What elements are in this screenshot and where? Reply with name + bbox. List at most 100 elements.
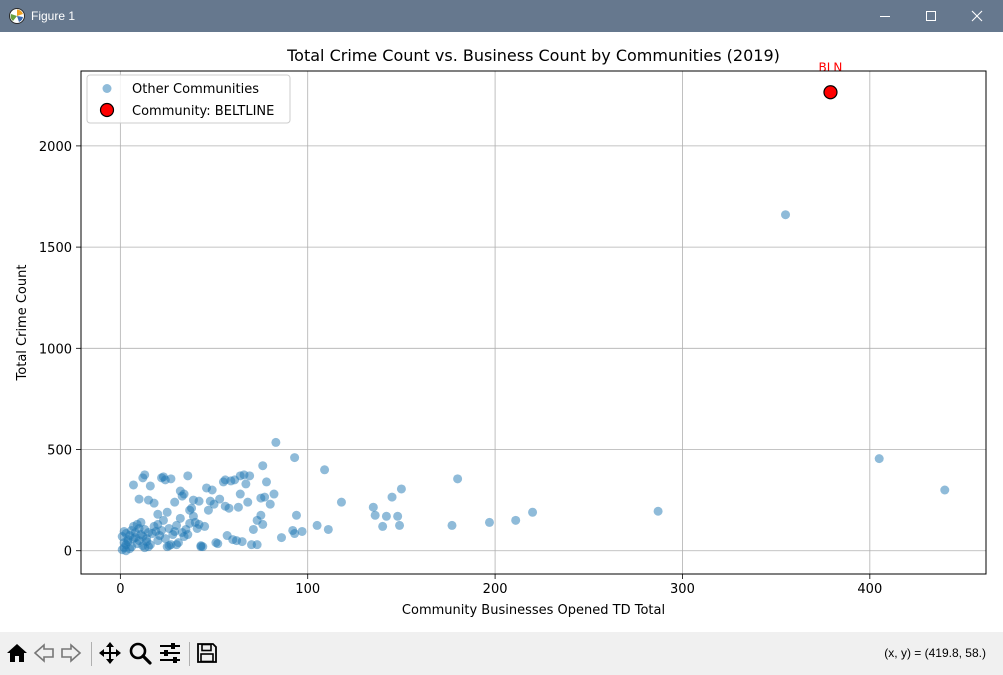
scatter-point bbox=[290, 453, 300, 463]
x-tick-label: 0 bbox=[116, 582, 124, 597]
scatter-point bbox=[179, 489, 189, 499]
scatter-point bbox=[312, 520, 322, 530]
y-tick-label: 0 bbox=[64, 545, 72, 560]
grid bbox=[81, 71, 986, 574]
scatter-point bbox=[162, 507, 172, 517]
maximize-button[interactable] bbox=[908, 0, 954, 32]
scatter-point bbox=[194, 496, 204, 506]
scatter-point bbox=[183, 471, 193, 481]
window-titlebar: Figure 1 bbox=[0, 0, 1003, 32]
legend-label-beltline: Community: BELTLINE bbox=[132, 104, 274, 119]
home-icon bbox=[7, 644, 27, 662]
configure-subplots-icon bbox=[160, 643, 180, 663]
scatter-point bbox=[940, 485, 950, 495]
x-tick-label: 200 bbox=[483, 582, 508, 597]
scatter-point bbox=[396, 484, 406, 494]
scatter-point bbox=[170, 497, 180, 507]
scatter-point bbox=[368, 502, 378, 512]
toolbar-separator bbox=[189, 642, 190, 666]
axis-ticks: 0 100 200 300 400 0 500 1000 1500 2000 bbox=[39, 140, 882, 597]
scatter-point bbox=[258, 461, 268, 471]
scatter-point bbox=[453, 474, 463, 484]
scatter-point bbox=[260, 492, 270, 502]
forward-button[interactable] bbox=[58, 640, 84, 666]
pan-icon bbox=[99, 642, 121, 664]
scatter-point bbox=[381, 511, 391, 521]
home-button[interactable] bbox=[4, 640, 30, 666]
scatter-point bbox=[291, 510, 301, 520]
zoom-button[interactable] bbox=[127, 640, 153, 666]
close-icon bbox=[971, 10, 983, 22]
scatter-point bbox=[213, 539, 223, 549]
y-tick-label: 1500 bbox=[39, 241, 72, 256]
scatter-point bbox=[781, 210, 791, 220]
scatter-point bbox=[172, 540, 182, 550]
scatter-point bbox=[136, 517, 146, 527]
x-tick-label: 400 bbox=[857, 582, 882, 597]
close-button[interactable] bbox=[954, 0, 1000, 32]
minimize-button[interactable] bbox=[862, 0, 908, 32]
scatter-chart: BLN 0 100 200 300 400 0 500 1000 1500 2000 Total … bbox=[15, 46, 987, 618]
forward-icon bbox=[61, 643, 82, 663]
maximize-icon bbox=[926, 11, 936, 21]
scatter-point bbox=[149, 498, 159, 508]
figure-canvas[interactable]: BLN 0 100 200 300 400 0 500 1000 1500 2000 Total … bbox=[0, 32, 1003, 632]
scatter-point bbox=[269, 489, 279, 499]
scatter-point bbox=[140, 524, 150, 534]
scatter-point bbox=[258, 519, 268, 529]
configure-subplots-button[interactable] bbox=[157, 640, 183, 666]
scatter-point bbox=[271, 437, 281, 447]
matplotlib-app-icon bbox=[9, 8, 25, 24]
y-tick-label: 500 bbox=[47, 444, 72, 459]
scatter-point bbox=[393, 511, 403, 521]
scatter-point bbox=[653, 506, 663, 516]
save-button[interactable] bbox=[194, 640, 220, 666]
legend-box bbox=[86, 74, 291, 124]
toolbar-separator bbox=[91, 642, 92, 666]
scatter-point bbox=[153, 509, 163, 519]
zoom-icon bbox=[129, 642, 152, 665]
scatter-point bbox=[395, 520, 405, 530]
scatter-point bbox=[121, 546, 131, 556]
save-icon bbox=[197, 643, 217, 663]
scatter-point bbox=[320, 465, 330, 475]
scatter-point bbox=[378, 521, 388, 531]
scatter-point bbox=[370, 510, 380, 520]
navigation-toolbar bbox=[0, 632, 1003, 675]
scatter-point bbox=[226, 476, 236, 486]
scatter-point bbox=[185, 505, 195, 515]
y-tick-label: 1000 bbox=[39, 342, 72, 357]
scatter-point bbox=[248, 524, 258, 534]
scatter-point bbox=[224, 503, 234, 513]
cursor-coordinates: (x, y) = (419.8, 58.) bbox=[884, 646, 986, 660]
legend-label-other: Other Communities bbox=[132, 82, 259, 97]
pan-button[interactable] bbox=[97, 640, 123, 666]
scatter-point bbox=[172, 520, 182, 530]
scatter-point bbox=[265, 499, 275, 509]
scatter-point bbox=[256, 510, 266, 520]
y-axis-label: Total Crime Count bbox=[15, 265, 30, 382]
x-tick-label: 100 bbox=[295, 582, 320, 597]
x-tick-label: 300 bbox=[670, 582, 695, 597]
scatter-point bbox=[160, 534, 170, 544]
scatter-point bbox=[215, 494, 225, 504]
x-axis-label: Community Businesses Opened TD Total bbox=[402, 603, 665, 618]
y-tick-label: 2000 bbox=[39, 140, 72, 155]
scatter-point bbox=[447, 520, 457, 530]
scatter-point bbox=[200, 521, 210, 531]
scatter-point bbox=[196, 542, 206, 552]
data-points: BLN bbox=[117, 60, 950, 556]
legend: Other Communities Community: BELTLINE bbox=[86, 74, 291, 124]
scatter-point bbox=[164, 541, 174, 551]
scatter-point bbox=[528, 507, 538, 517]
scatter-point bbox=[233, 502, 243, 512]
scatter-point bbox=[134, 494, 144, 504]
back-icon bbox=[33, 643, 54, 663]
scatter-point bbox=[207, 485, 217, 495]
beltline-annotation: BLN bbox=[819, 60, 843, 74]
back-button[interactable] bbox=[31, 640, 57, 666]
window-title: Figure 1 bbox=[31, 9, 76, 23]
scatter-point bbox=[183, 530, 193, 540]
legend-marker-other bbox=[102, 84, 112, 93]
scatter-point bbox=[484, 517, 494, 527]
